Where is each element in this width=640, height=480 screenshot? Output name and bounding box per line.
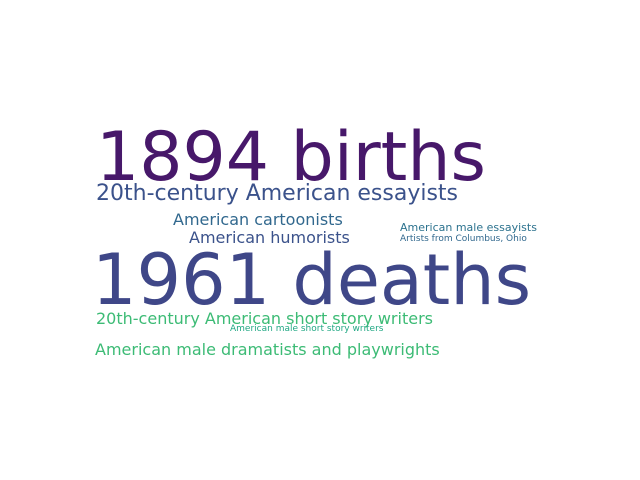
word-1961-deaths: 1961 deaths	[92, 239, 532, 321]
word-american-cartoonists: American cartoonists	[173, 210, 343, 229]
word-american-male-short-story-writers: American male short story writers	[230, 324, 384, 334]
word-1894-births: 1894 births	[96, 118, 486, 197]
word-american-humorists: American humorists	[189, 228, 350, 247]
word-20th-century-american-short-story-writers: 20th-century American short story writer…	[96, 309, 433, 328]
word-american-male-essayists: American male essayists	[400, 221, 537, 234]
word-20th-century-american-essayists: 20th-century American essayists	[96, 181, 459, 206]
word-american-male-dramatists-and-playwrights: American male dramatists and playwrights	[95, 340, 440, 359]
word-artists-from-columbus-ohio: Artists from Columbus, Ohio	[400, 234, 527, 244]
